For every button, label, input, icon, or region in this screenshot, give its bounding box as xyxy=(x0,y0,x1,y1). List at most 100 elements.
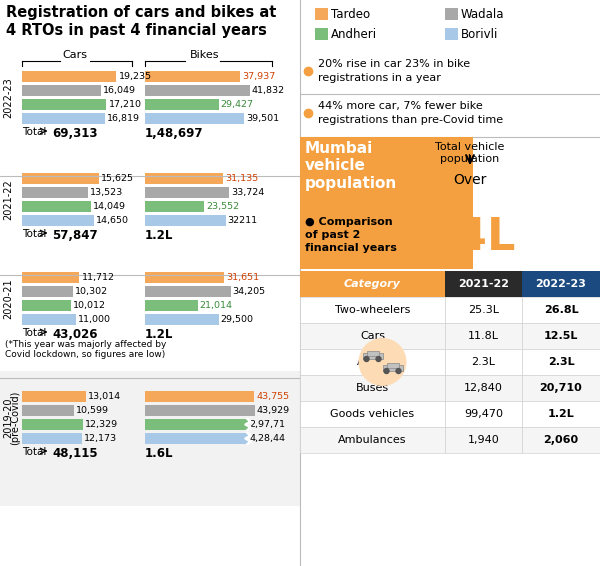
Circle shape xyxy=(396,368,401,374)
Text: 34,205: 34,205 xyxy=(233,287,266,296)
Text: 39,501: 39,501 xyxy=(246,114,279,123)
Text: 69,313: 69,313 xyxy=(52,127,97,140)
Bar xyxy=(22,405,74,416)
Bar xyxy=(22,113,104,124)
Text: 23,552: 23,552 xyxy=(206,202,239,211)
Text: Total vehicle
population: Total vehicle population xyxy=(436,142,505,164)
Bar xyxy=(315,8,328,20)
Text: Total: Total xyxy=(22,127,46,137)
Text: Tardeo: Tardeo xyxy=(331,7,370,20)
Text: 13,014: 13,014 xyxy=(88,392,121,401)
Bar xyxy=(145,286,230,297)
Bar xyxy=(145,272,224,283)
Text: 44L: 44L xyxy=(425,216,515,259)
Bar xyxy=(445,349,522,375)
Bar xyxy=(445,8,458,20)
Bar xyxy=(445,271,522,297)
Text: Wadala: Wadala xyxy=(461,7,505,20)
Text: 14,049: 14,049 xyxy=(93,202,126,211)
Text: Mumbai
vehicle
population: Mumbai vehicle population xyxy=(305,141,397,191)
Text: 2019-20: 2019-20 xyxy=(3,397,13,438)
Text: 48,115: 48,115 xyxy=(52,447,98,460)
Text: 20,710: 20,710 xyxy=(539,383,583,393)
Text: 1.2L: 1.2L xyxy=(145,328,173,341)
Text: 13,523: 13,523 xyxy=(91,188,124,197)
Text: 44% more car, 7% fewer bike
registrations than pre-Covid time: 44% more car, 7% fewer bike registration… xyxy=(318,101,503,125)
Text: 10,302: 10,302 xyxy=(74,287,107,296)
Text: 31,651: 31,651 xyxy=(226,273,259,282)
Bar xyxy=(315,28,328,40)
Text: 4,28,44: 4,28,44 xyxy=(250,434,286,443)
Bar xyxy=(22,314,76,325)
Text: Total: Total xyxy=(22,328,46,338)
Text: Cars: Cars xyxy=(62,50,88,60)
Bar xyxy=(22,300,71,311)
Text: 12,329: 12,329 xyxy=(85,420,118,429)
Text: Total: Total xyxy=(22,229,46,239)
Text: 43,755: 43,755 xyxy=(256,392,290,401)
Text: Registration of cars and bikes at
4 RTOs in past 4 financial years: Registration of cars and bikes at 4 RTOs… xyxy=(6,5,277,38)
Text: 19,235: 19,235 xyxy=(118,72,152,81)
Text: 11,712: 11,712 xyxy=(82,273,115,282)
Text: Over: Over xyxy=(454,173,487,187)
Text: 12.5L: 12.5L xyxy=(544,331,578,341)
Text: 14,650: 14,650 xyxy=(96,216,129,225)
Bar xyxy=(522,349,600,375)
Bar xyxy=(22,187,88,198)
Bar xyxy=(445,427,522,453)
Bar xyxy=(22,99,106,110)
Bar xyxy=(22,419,83,430)
Bar xyxy=(362,353,383,359)
Text: 15,625: 15,625 xyxy=(101,174,134,183)
Text: 26.8L: 26.8L xyxy=(544,305,578,315)
Text: Bikes: Bikes xyxy=(190,50,220,60)
Text: Category: Category xyxy=(344,279,401,289)
Bar xyxy=(22,173,99,184)
Bar xyxy=(522,323,600,349)
Bar xyxy=(0,371,300,506)
Bar xyxy=(300,427,445,453)
Bar xyxy=(300,137,473,269)
Text: 2022-23: 2022-23 xyxy=(3,77,13,118)
Text: (*This year was majorly affected by
Covid lockdown, so figures are low): (*This year was majorly affected by Covi… xyxy=(5,340,166,359)
Text: 12,173: 12,173 xyxy=(84,434,117,443)
Text: 29,427: 29,427 xyxy=(221,100,254,109)
Bar xyxy=(300,297,445,323)
Bar xyxy=(22,71,116,82)
Text: 1,48,697: 1,48,697 xyxy=(145,127,203,140)
Text: 33,724: 33,724 xyxy=(232,188,265,197)
Text: Goods vehicles: Goods vehicles xyxy=(331,409,415,419)
Bar xyxy=(22,433,82,444)
Text: Buses: Buses xyxy=(356,383,389,393)
Bar xyxy=(145,173,223,184)
Text: 10,012: 10,012 xyxy=(73,301,106,310)
Bar xyxy=(522,297,600,323)
Bar xyxy=(445,375,522,401)
Text: 31,135: 31,135 xyxy=(225,174,258,183)
Bar xyxy=(145,215,226,226)
Text: 2022-23: 2022-23 xyxy=(536,279,586,289)
Bar xyxy=(145,99,218,110)
Text: 16,819: 16,819 xyxy=(107,114,140,123)
Bar xyxy=(300,349,445,375)
Bar xyxy=(22,201,91,212)
Text: 25.3L: 25.3L xyxy=(468,305,499,315)
Text: 32211: 32211 xyxy=(227,216,257,225)
Bar xyxy=(367,351,379,356)
Text: 21,014: 21,014 xyxy=(200,301,233,310)
Bar xyxy=(145,405,255,416)
Bar xyxy=(300,323,445,349)
Text: Borivli: Borivli xyxy=(461,28,499,41)
Bar xyxy=(145,201,204,212)
Text: 11.8L: 11.8L xyxy=(468,331,499,341)
Bar xyxy=(145,391,254,402)
Text: ● Comparison
of past 2
financial years: ● Comparison of past 2 financial years xyxy=(305,217,397,254)
Bar xyxy=(145,314,219,325)
Bar xyxy=(145,85,250,96)
Text: 12,840: 12,840 xyxy=(464,383,503,393)
Text: 1.2L: 1.2L xyxy=(548,409,574,419)
Bar xyxy=(22,215,94,226)
Text: Autos: Autos xyxy=(356,357,388,367)
Text: 57,847: 57,847 xyxy=(52,229,98,242)
Text: 16,049: 16,049 xyxy=(103,86,136,95)
